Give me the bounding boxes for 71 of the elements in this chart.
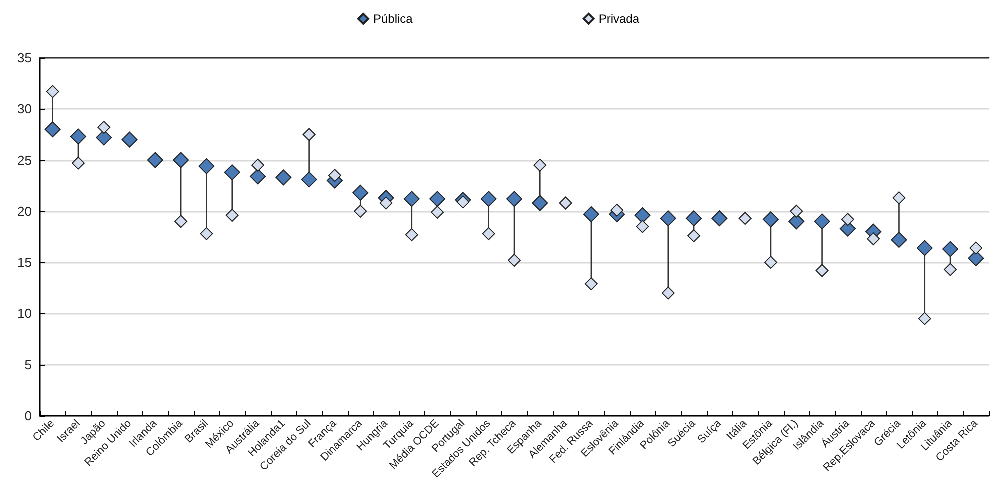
point — [942, 241, 959, 258]
point — [636, 220, 650, 234]
point — [354, 204, 368, 218]
point — [44, 122, 61, 138]
point — [788, 214, 805, 230]
point — [173, 152, 190, 168]
point — [891, 232, 908, 248]
point — [814, 214, 830, 230]
point — [918, 312, 932, 326]
point — [482, 227, 496, 240]
point — [98, 121, 111, 134]
point — [430, 191, 446, 208]
point — [252, 158, 265, 172]
point — [762, 212, 779, 228]
point — [738, 212, 752, 226]
point — [380, 196, 393, 210]
y-tick-label: 35 — [18, 50, 32, 66]
y-tick-label: 0 — [24, 408, 32, 424]
point — [147, 152, 164, 168]
point — [506, 191, 522, 208]
y-tick-label: 10 — [18, 306, 32, 322]
point — [634, 208, 651, 224]
point — [431, 206, 444, 219]
point — [96, 130, 112, 146]
point — [301, 172, 318, 188]
point — [122, 132, 138, 148]
point — [583, 206, 600, 222]
point — [764, 256, 778, 270]
point — [328, 169, 342, 182]
point — [302, 128, 316, 142]
y-tick-label: 25 — [18, 152, 32, 168]
legend-label: Privada — [598, 12, 640, 26]
point — [970, 242, 983, 255]
point — [532, 195, 548, 212]
point — [660, 210, 676, 227]
y-tick-label: 30 — [18, 102, 32, 117]
y-tick-label: 15 — [18, 255, 32, 270]
point — [610, 204, 624, 217]
point — [174, 215, 188, 228]
point — [790, 204, 804, 218]
point — [841, 213, 854, 226]
y-tick-label: 20 — [18, 204, 32, 219]
point — [892, 192, 906, 205]
point — [686, 210, 702, 227]
point — [480, 191, 497, 208]
point — [867, 232, 880, 246]
point — [46, 85, 60, 98]
point — [70, 128, 86, 145]
point — [534, 158, 547, 172]
point — [72, 156, 85, 170]
point — [559, 196, 572, 210]
point — [584, 278, 598, 291]
point — [404, 191, 420, 208]
point — [508, 254, 521, 268]
point — [916, 240, 933, 256]
point — [276, 170, 292, 186]
point — [816, 264, 829, 278]
point — [224, 164, 240, 181]
point — [200, 227, 214, 240]
point — [226, 209, 239, 222]
point — [688, 229, 701, 242]
point — [456, 196, 470, 209]
point — [405, 228, 418, 242]
point — [944, 263, 958, 276]
point — [352, 185, 369, 202]
point — [662, 286, 675, 300]
y-tick-label: 5 — [24, 357, 32, 372]
legend-label: Pública — [373, 12, 414, 26]
point — [198, 158, 215, 174]
point — [250, 168, 266, 185]
point — [712, 210, 728, 227]
